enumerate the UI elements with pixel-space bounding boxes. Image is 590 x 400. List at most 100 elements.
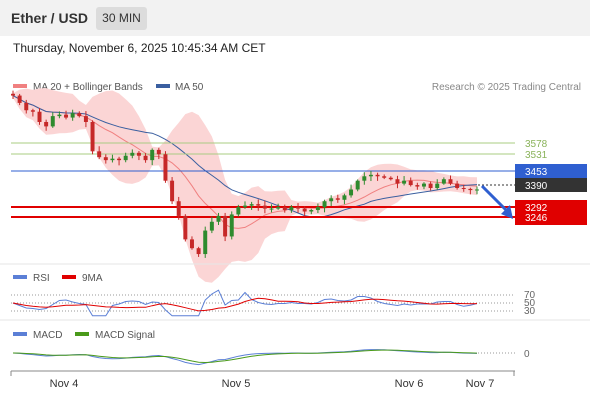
candle-body	[70, 113, 75, 118]
ma9-legend-swatch	[62, 275, 76, 279]
candle-body	[461, 188, 466, 190]
level-label-3453: 3453	[525, 167, 548, 178]
candle-body	[362, 176, 367, 181]
macd-signal-line	[12, 349, 478, 364]
candle-body	[189, 239, 194, 249]
credit-label: Research © 2025 Trading Central	[432, 82, 581, 93]
candle-body	[143, 155, 148, 161]
macd-signal-legend-label: MACD Signal	[95, 330, 155, 341]
candle-body	[329, 198, 334, 202]
candle-body	[421, 183, 426, 187]
ma50-legend-swatch	[156, 84, 170, 88]
candle-body	[117, 158, 122, 161]
level-tag-3390	[515, 178, 587, 192]
x-tick-label: Nov 5	[222, 378, 251, 390]
candle-body	[262, 205, 267, 209]
level-label-3531: 3531	[525, 150, 548, 161]
candle-body	[468, 188, 473, 191]
candle-body	[170, 180, 175, 202]
candle-body	[50, 116, 55, 127]
level-label-3578: 3578	[525, 139, 548, 150]
candle-body	[57, 114, 62, 117]
candle-body	[322, 201, 327, 208]
ma20-line	[12, 95, 478, 229]
candle-body	[11, 93, 15, 96]
rsi-panel: RSI 9MA 70 50 30	[11, 273, 536, 317]
level-tag-3246	[515, 211, 587, 225]
macd-level-label-0: 0	[524, 349, 530, 360]
rsi-level-label-70: 70	[524, 290, 536, 301]
candle-body	[276, 207, 281, 209]
candle-body	[375, 174, 380, 177]
candle-body	[335, 198, 340, 200]
candle-body	[402, 180, 407, 184]
candle-body	[229, 214, 234, 237]
candle-body	[428, 183, 433, 189]
ma20-legend-label: MA 20 + Bollinger Bands	[33, 82, 143, 93]
candle-body	[289, 207, 294, 211]
x-tick-label: Nov 6	[395, 378, 424, 390]
rsi-legend-swatch	[13, 275, 27, 279]
candle-body	[309, 210, 314, 212]
candle-body	[123, 155, 128, 161]
candle-body	[223, 215, 228, 237]
candle-body	[136, 152, 141, 156]
level-label-3390: 3390	[525, 181, 548, 192]
candle-body	[388, 177, 393, 180]
rsi-legend-label: RSI	[33, 273, 50, 284]
rsi-level-label-50: 50	[524, 298, 536, 309]
ma50-line	[12, 95, 478, 218]
candle-body	[475, 189, 479, 191]
chart-header: Ether / USD 30 MIN	[0, 0, 590, 36]
candle-body	[103, 157, 108, 161]
candle-body	[243, 205, 247, 208]
candle-body	[110, 158, 115, 161]
candle-body	[415, 185, 420, 187]
candle-body	[349, 189, 354, 196]
candle-body	[455, 183, 460, 189]
x-tick-label: Nov 7	[466, 378, 495, 390]
interval-button[interactable]: 30 MIN	[96, 7, 147, 30]
candle-body	[296, 207, 301, 209]
candle-body	[97, 151, 102, 158]
level-tag-3453	[515, 164, 587, 178]
ma50-legend-label: MA 50	[175, 82, 204, 93]
level-label-3246: 3246	[525, 213, 548, 224]
price-panel: 3578 3531 3453 3390 3292 3246	[11, 88, 587, 283]
candle-body	[196, 248, 201, 255]
chart-datetime: Thursday, November 6, 2025 10:45:34 AM C…	[13, 41, 266, 55]
candle-body	[408, 180, 413, 186]
candle-body	[236, 207, 241, 215]
candle-body	[368, 174, 373, 177]
candle-body	[156, 149, 161, 155]
level-label-3292: 3292	[525, 203, 548, 214]
trend-arrow-shaft	[480, 184, 510, 214]
candle-body	[441, 179, 446, 184]
candle-body	[302, 208, 307, 212]
candle-body	[130, 152, 135, 156]
candle-body	[256, 204, 261, 206]
candle-body	[44, 121, 49, 127]
candle-body	[163, 154, 168, 181]
candle-body	[216, 215, 221, 222]
candlestick-series	[11, 90, 479, 258]
instrument-title: Ether / USD	[11, 10, 89, 26]
candle-body	[90, 121, 95, 152]
candle-body	[203, 230, 208, 255]
macd-legend-swatch	[13, 332, 27, 336]
rsi-9ma-line	[12, 297, 478, 312]
candle-body	[183, 215, 188, 240]
candle-body	[83, 116, 88, 122]
candle-body	[435, 183, 440, 189]
candle-body	[315, 207, 320, 211]
candle-body	[382, 176, 387, 178]
ma9-legend-label: 9MA	[82, 273, 103, 284]
candle-body	[37, 111, 42, 122]
rsi-line	[12, 289, 478, 317]
candle-body	[24, 102, 29, 111]
candle-body	[395, 179, 400, 184]
candle-body	[342, 195, 347, 200]
candle-body	[176, 201, 181, 216]
trend-arrow-head	[501, 205, 513, 219]
